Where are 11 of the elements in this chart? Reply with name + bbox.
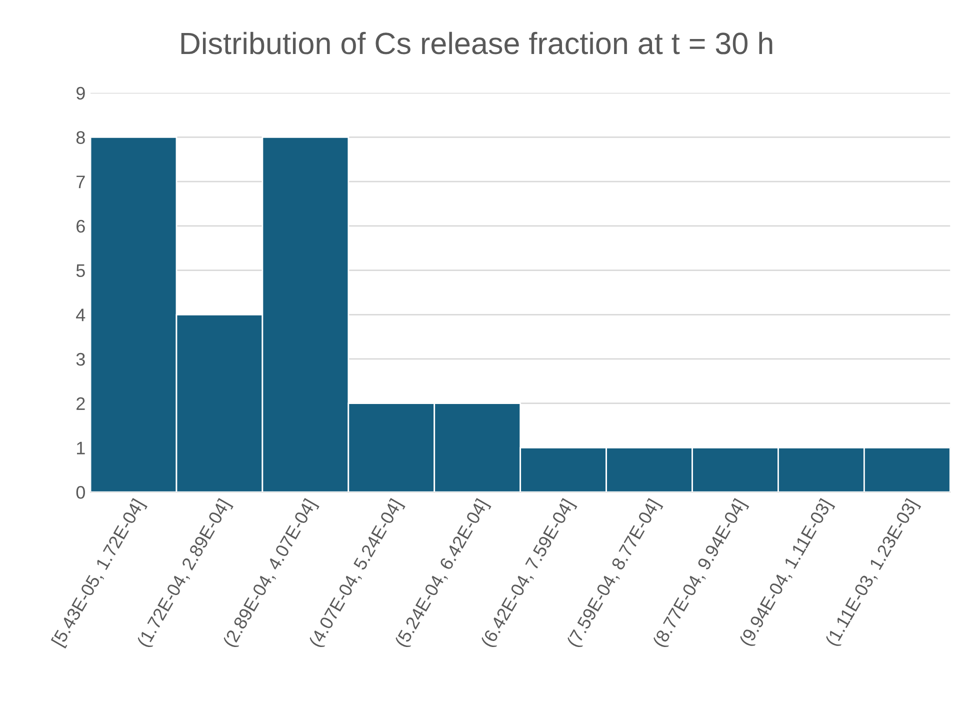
- y-tick-label: 2: [76, 397, 85, 410]
- y-tick-label: 4: [76, 308, 86, 322]
- y-tick-label: 6: [76, 220, 85, 233]
- y-tick-label: 5: [76, 264, 85, 278]
- y-tick-label: 9: [76, 86, 85, 100]
- y-tick-label: 0: [76, 486, 85, 499]
- y-tick-label: 3: [76, 352, 85, 366]
- y-tick-label: 8: [76, 131, 85, 144]
- chart-title: Distribution of Cs release fraction at t = 30 h: [181, 32, 772, 54]
- y-tick-label: 7: [76, 176, 85, 188]
- y-tick-label: 1: [77, 442, 85, 454]
